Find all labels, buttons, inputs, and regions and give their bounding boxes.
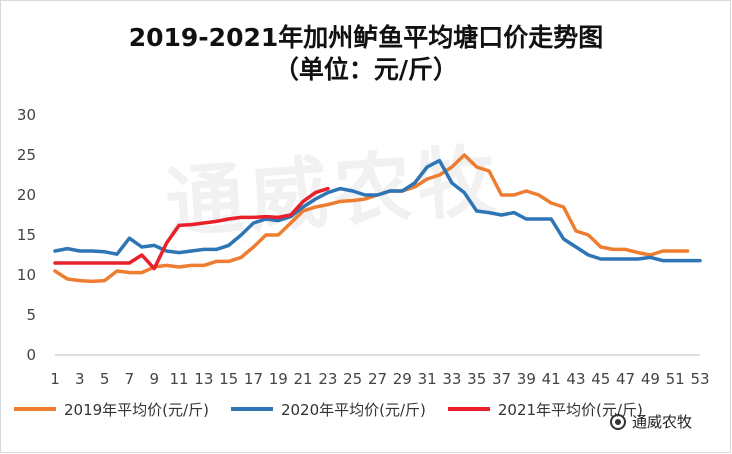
x-tick-label: 43 — [566, 370, 585, 388]
y-tick-label: 15 — [17, 226, 36, 244]
x-tick-label: 3 — [75, 370, 85, 388]
x-tick-label: 5 — [100, 370, 110, 388]
y-tick-label: 20 — [17, 186, 36, 204]
x-tick-label: 53 — [690, 370, 709, 388]
wechat-icon — [610, 413, 626, 430]
chart-title-line-2: （单位：元/斤） — [273, 55, 459, 84]
series-line — [53, 158, 702, 263]
x-tick-label: 33 — [442, 370, 461, 388]
y-tick-label: 25 — [17, 146, 36, 164]
x-tick-label: 25 — [343, 370, 362, 388]
series-line — [53, 186, 330, 271]
series-line — [53, 153, 690, 284]
x-tick-label: 19 — [269, 370, 288, 388]
x-tick-label: 9 — [149, 370, 159, 388]
legend-swatch — [230, 407, 273, 411]
x-tick-label: 37 — [492, 370, 511, 388]
x-tick-label: 35 — [467, 370, 486, 388]
brand-text: 通威农牧 — [632, 413, 693, 431]
x-tick-label: 23 — [318, 370, 337, 388]
x-tick-label: 47 — [616, 370, 635, 388]
y-tick-label: 5 — [26, 306, 36, 324]
x-tick-label: 51 — [666, 370, 685, 388]
legend-swatch — [447, 407, 490, 411]
y-tick-label: 10 — [17, 266, 36, 284]
x-tick-label: 39 — [517, 370, 536, 388]
legend-item: 2021年平均价(元/斤) — [447, 399, 643, 420]
legend-item: 2019年平均价(元/斤) — [14, 399, 209, 420]
x-tick-label: 15 — [219, 370, 238, 388]
x-tick-label: 7 — [125, 370, 135, 388]
x-tick-label: 29 — [393, 370, 412, 388]
legend-swatch — [14, 407, 56, 411]
x-tick-label: 21 — [294, 370, 313, 388]
legend-label: 2021年平均价(元/斤) — [497, 400, 643, 419]
x-tick-label: 27 — [368, 370, 387, 388]
legend-label: 2019年平均价(元/斤) — [64, 400, 209, 419]
x-tick-label: 41 — [542, 370, 561, 388]
chart-title-line-1: 2019-2021年加州鲈鱼平均塘口价走势图 — [128, 23, 604, 52]
x-tick-label: 31 — [418, 370, 437, 388]
y-tick-label: 0 — [26, 346, 36, 364]
chart-legend: 2019年平均价(元/斤) 2020年平均价(元/斤) 2021年平均价(元/斤) — [14, 396, 665, 422]
x-tick-label: 45 — [591, 370, 610, 388]
x-tick-label: 1 — [50, 370, 60, 388]
legend-item: 2020年平均价(元/斤) — [230, 399, 426, 420]
x-tick-label: 17 — [244, 370, 263, 388]
brand-badge: 通威农牧 — [610, 411, 692, 432]
x-tick-label: 11 — [169, 370, 188, 388]
x-tick-label: 13 — [194, 370, 213, 388]
x-tick-label: 49 — [641, 370, 660, 388]
y-tick-label: 30 — [17, 106, 36, 124]
legend-label: 2020年平均价(元/斤) — [280, 400, 426, 419]
